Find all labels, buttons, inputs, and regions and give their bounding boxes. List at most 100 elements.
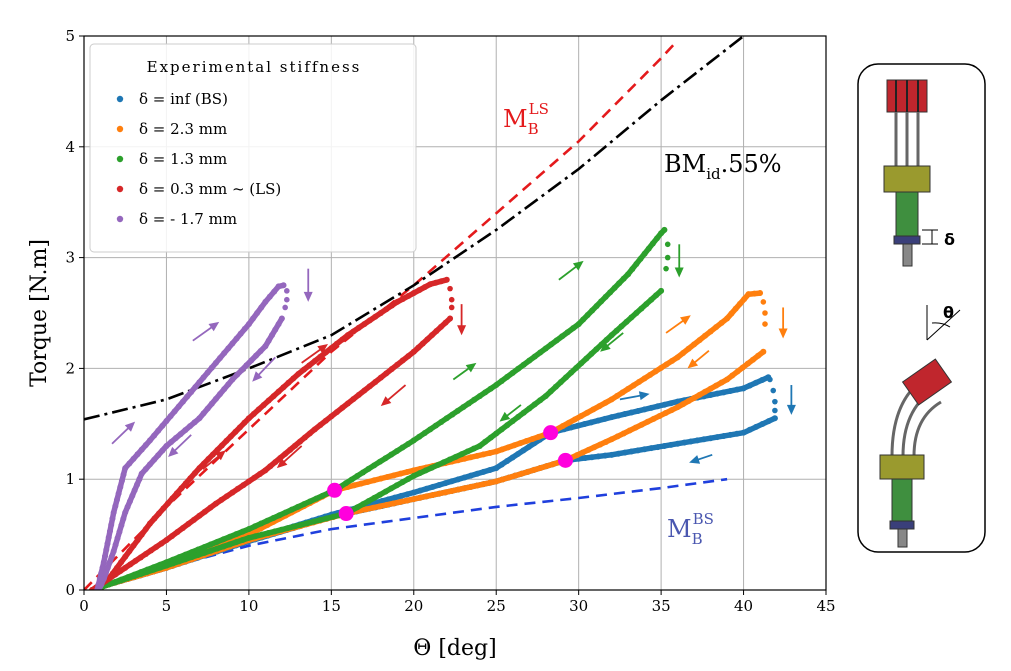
data-point (129, 492, 136, 499)
data-point (549, 461, 556, 468)
legend-marker-0-3-mm-ls (116, 185, 124, 193)
data-point (371, 494, 378, 501)
axes-frame (83, 35, 827, 591)
data-point (201, 549, 208, 556)
data-point (207, 541, 214, 548)
data-point (429, 483, 436, 490)
data-point (115, 490, 122, 497)
data-point (182, 480, 189, 487)
annotation-bm-id: BMid.55% (664, 150, 782, 183)
data-point (608, 451, 615, 458)
data-point (416, 433, 423, 440)
data-point (598, 298, 605, 305)
arrow-shaft (665, 317, 687, 334)
data-point (584, 409, 591, 416)
data-point (661, 442, 668, 449)
data-point (214, 545, 221, 552)
data-point (734, 368, 741, 375)
data-point (163, 562, 170, 569)
data-point (333, 409, 340, 416)
data-point (614, 392, 621, 399)
data-point (602, 293, 609, 300)
data-point (608, 332, 615, 339)
arrow-head (499, 411, 511, 422)
data-point (169, 495, 176, 502)
data-point (157, 564, 164, 571)
data-point (474, 470, 481, 477)
data-point (137, 570, 144, 577)
direction-arrow-1-7-mm (252, 356, 276, 382)
data-point (458, 451, 465, 458)
data-point (638, 305, 645, 312)
legend-label-2-3-mm: δ = 2.3 mm (139, 120, 227, 138)
arrow-head (276, 458, 288, 469)
data-point (120, 515, 127, 522)
data-point (575, 321, 582, 328)
data-point (172, 435, 179, 442)
data-point (122, 509, 129, 516)
data-point (700, 436, 707, 443)
data-point (229, 376, 236, 383)
data-point (108, 521, 115, 528)
data-point (307, 498, 314, 505)
data-point (452, 453, 459, 460)
data-point (440, 459, 447, 466)
annotation-mb-ls-main: M (503, 105, 528, 133)
data-point (740, 429, 747, 436)
data-point (662, 410, 669, 417)
data-point (404, 497, 411, 504)
data-point (223, 493, 230, 500)
data-point (493, 382, 500, 389)
data-point (621, 411, 628, 418)
drop-point (762, 310, 768, 316)
data-point (214, 538, 221, 545)
data-point (736, 300, 743, 307)
data-point (245, 534, 252, 541)
data-point (366, 317, 373, 324)
data-point (122, 564, 129, 571)
data-point (187, 423, 193, 430)
arrow-head (317, 344, 328, 354)
data-point (422, 467, 429, 474)
data-point (364, 478, 371, 485)
data-point (301, 434, 308, 441)
data-point (493, 430, 500, 437)
data-point (729, 372, 736, 379)
drop-point (772, 398, 778, 405)
data-point (361, 387, 368, 394)
data-point (118, 522, 125, 529)
green-body (895, 191, 919, 237)
data-point (499, 476, 506, 483)
data-point (311, 426, 318, 433)
data-point (151, 515, 158, 522)
data-point (467, 454, 474, 461)
arrow-shaft (619, 394, 644, 401)
data-point (265, 530, 272, 537)
data-point (630, 382, 637, 389)
data-point (138, 446, 145, 453)
direction-arrow-1-7-mm (192, 321, 220, 342)
data-point (691, 341, 698, 348)
data-point (95, 587, 102, 590)
data-point (720, 432, 727, 439)
data-point (727, 431, 734, 438)
data-point (358, 480, 365, 487)
annotation-mb-bs: MB BS (667, 510, 714, 548)
data-point (382, 488, 389, 495)
data-point (648, 404, 655, 411)
data-point (702, 332, 709, 339)
data-point (196, 379, 203, 386)
data-point (237, 330, 244, 337)
data-point (342, 480, 349, 487)
annotation-mb-bs-sup: BS (693, 510, 714, 528)
data-point (455, 476, 462, 483)
data-point (131, 487, 138, 494)
data-point (328, 345, 335, 352)
data-point (264, 517, 271, 524)
data-point (446, 456, 453, 463)
data-point (271, 288, 278, 295)
data-point (404, 491, 411, 498)
data-point (217, 355, 224, 362)
legend-marker-inf-bs (116, 95, 124, 103)
base-plate (893, 235, 921, 245)
